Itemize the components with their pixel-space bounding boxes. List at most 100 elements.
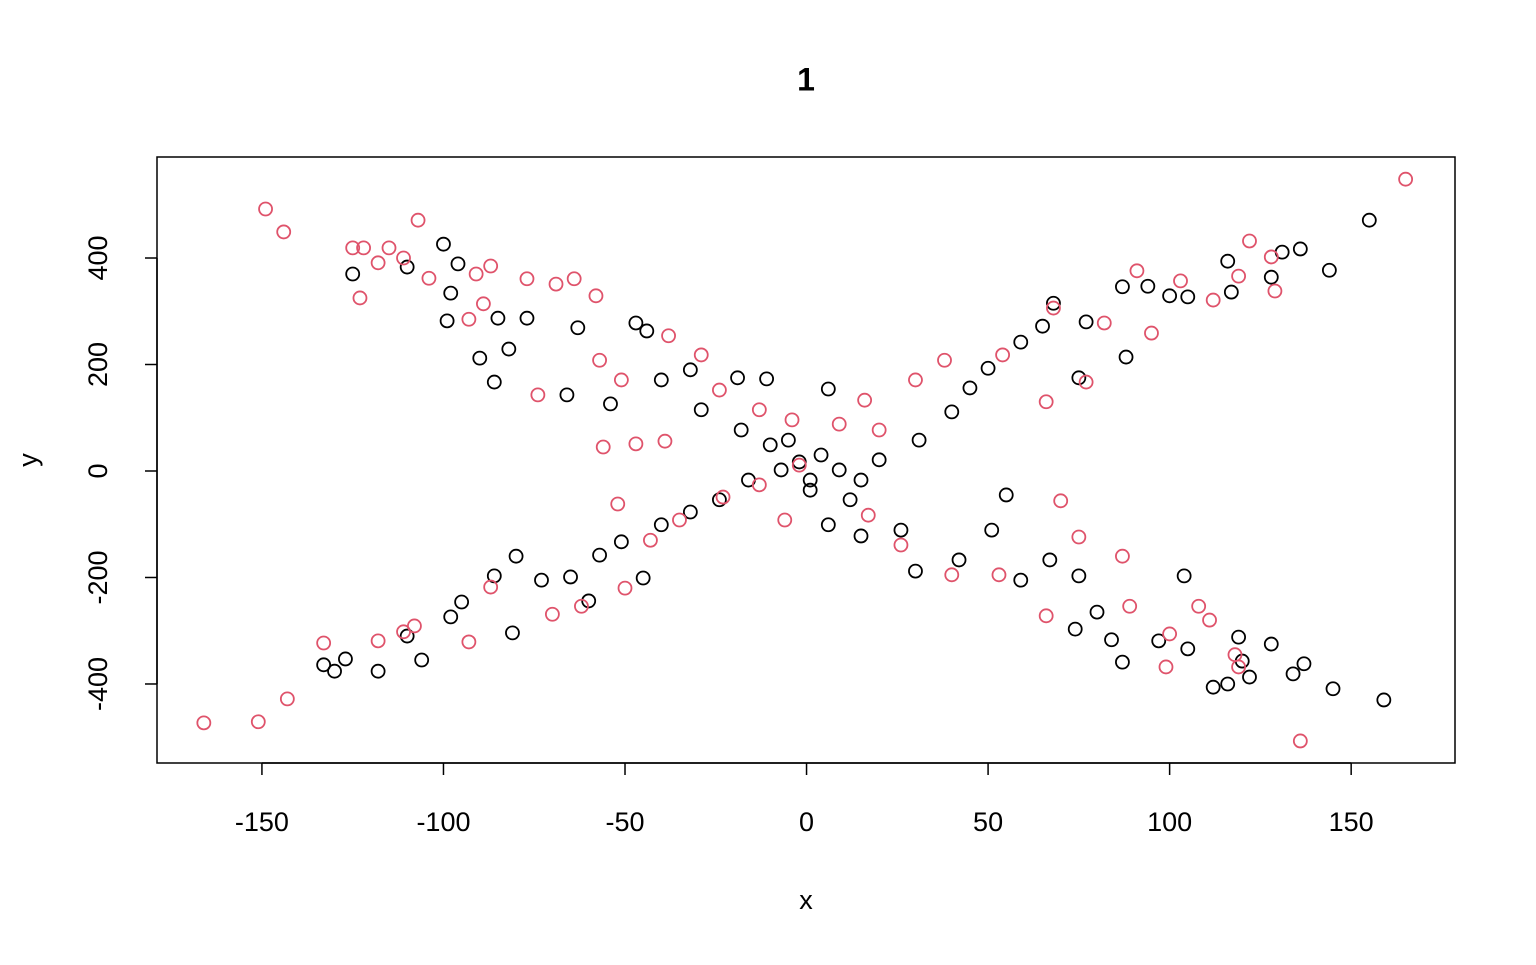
point — [984, 522, 1000, 538]
point — [657, 433, 673, 449]
point — [773, 462, 789, 478]
point — [730, 370, 745, 386]
point — [712, 382, 727, 398]
point — [1038, 394, 1054, 410]
point — [592, 352, 607, 368]
point — [944, 404, 960, 420]
point — [250, 714, 266, 730]
point — [483, 579, 499, 595]
x-axis-label: x — [799, 885, 813, 915]
point — [501, 341, 517, 357]
point — [693, 347, 709, 363]
point — [777, 512, 793, 528]
point — [407, 618, 422, 634]
point — [944, 567, 960, 583]
point — [842, 492, 858, 508]
point — [1180, 289, 1196, 305]
point — [1263, 249, 1279, 265]
point — [1285, 666, 1301, 682]
point — [831, 416, 847, 432]
point — [461, 634, 477, 650]
point — [908, 563, 923, 579]
point — [534, 572, 549, 588]
point — [439, 313, 455, 329]
point — [603, 396, 618, 412]
point — [1115, 279, 1130, 295]
x-tick-label: 150 — [1329, 807, 1374, 837]
point — [548, 276, 564, 292]
x-tick-label: -50 — [605, 807, 644, 837]
point — [813, 447, 829, 463]
point — [951, 552, 967, 568]
point — [857, 392, 873, 408]
point — [853, 472, 869, 488]
point — [1035, 318, 1050, 334]
x-tick-label: -150 — [235, 807, 289, 837]
point — [352, 290, 368, 306]
point — [860, 507, 876, 523]
point — [1223, 284, 1239, 300]
point — [791, 457, 807, 473]
point — [871, 422, 887, 438]
point — [1078, 314, 1094, 330]
point — [762, 437, 778, 453]
point — [486, 374, 502, 390]
x-tick-label: 0 — [799, 807, 814, 837]
point — [370, 663, 386, 679]
point — [1013, 572, 1029, 588]
point — [1296, 656, 1312, 672]
point — [1205, 679, 1221, 695]
point — [1144, 325, 1159, 341]
point — [443, 285, 459, 301]
point — [1115, 654, 1130, 670]
point — [682, 504, 698, 520]
point — [1220, 253, 1236, 269]
point — [563, 569, 578, 585]
x-tick-label: -100 — [416, 807, 470, 837]
point — [1376, 692, 1392, 708]
point — [751, 477, 767, 493]
point — [780, 432, 796, 448]
point — [998, 487, 1014, 503]
chart-title: 1 — [797, 61, 815, 97]
point — [893, 522, 909, 538]
point — [1231, 268, 1247, 284]
point — [276, 224, 292, 240]
point — [1263, 636, 1279, 652]
point — [1325, 681, 1341, 697]
point — [1129, 263, 1145, 279]
point — [468, 266, 484, 282]
point — [381, 240, 397, 256]
point — [1202, 612, 1217, 628]
point — [1046, 295, 1061, 311]
point — [1071, 370, 1087, 386]
point — [1231, 659, 1247, 675]
y-axis-label: y — [13, 453, 43, 467]
x-tick-label: 100 — [1147, 807, 1192, 837]
point — [628, 436, 644, 452]
point — [672, 512, 687, 528]
point — [1321, 262, 1337, 278]
point — [802, 482, 818, 498]
point — [519, 271, 535, 287]
y-tick-label: 200 — [83, 342, 113, 387]
point — [1046, 300, 1061, 316]
point — [1162, 288, 1178, 304]
point — [1071, 568, 1087, 584]
point — [1242, 669, 1257, 685]
point — [279, 691, 295, 707]
point — [345, 266, 361, 282]
point — [1122, 598, 1138, 614]
point — [1292, 241, 1308, 257]
point — [570, 320, 586, 336]
point — [476, 296, 491, 312]
point — [1176, 568, 1192, 584]
point — [1071, 529, 1087, 545]
point — [1191, 598, 1207, 614]
point — [370, 633, 386, 649]
point — [871, 452, 887, 468]
point — [1053, 493, 1069, 509]
point — [414, 652, 430, 668]
point — [1220, 676, 1236, 692]
